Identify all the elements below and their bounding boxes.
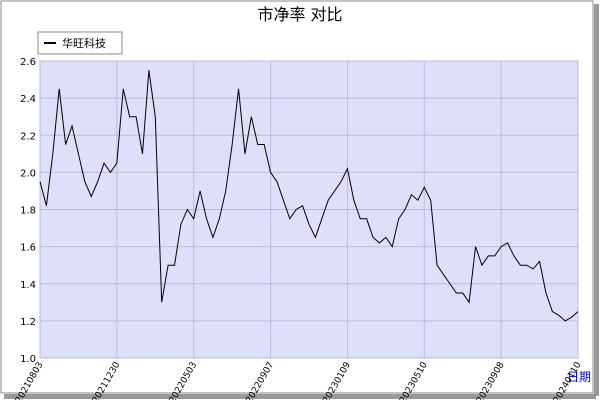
y-tick-label: 2.0 <box>20 168 36 179</box>
y-tick-label: 1.6 <box>20 243 36 254</box>
y-tick-label: 2.6 <box>20 57 36 68</box>
x-axis-label: 日期 <box>567 370 591 384</box>
y-tick-label: 1.8 <box>20 206 36 217</box>
y-tick-label: 2.4 <box>20 94 36 105</box>
line-series <box>39 70 579 322</box>
shadow <box>4 394 596 399</box>
chart-title: 市净率 对比 <box>257 5 342 24</box>
y-tick-label: 1.4 <box>20 280 36 291</box>
y-tick-label: 1.2 <box>20 317 36 328</box>
shadow <box>594 4 599 396</box>
legend-box <box>37 31 123 55</box>
y-tick-label: 1.0 <box>20 354 36 365</box>
y-tick-label: 2.2 <box>20 131 36 142</box>
legend-label: 华旺科技 <box>62 36 106 50</box>
